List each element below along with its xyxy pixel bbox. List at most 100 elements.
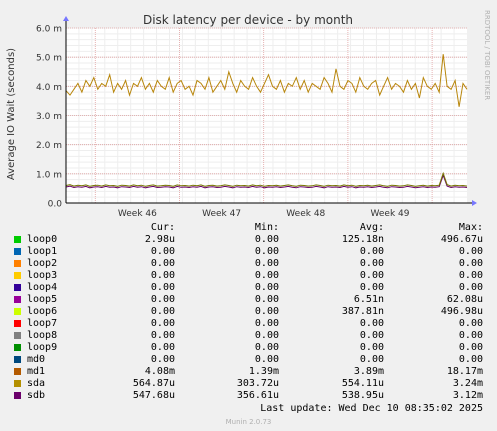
legend-name: md1 bbox=[27, 366, 46, 377]
legend-name: loop9 bbox=[27, 342, 58, 353]
legend-name: loop0 bbox=[27, 234, 58, 245]
legend-max: 496.98u bbox=[440, 306, 483, 317]
legend-row-loop0: loop0 2.98u 0.00 125.18n 496.67u bbox=[0, 234, 497, 246]
legend-min: 0.00 bbox=[254, 306, 279, 317]
legend-max: 0.00 bbox=[458, 282, 483, 293]
legend-row-loop1: loop1 0.00 0.00 0.00 0.00 bbox=[0, 246, 497, 258]
series-line-sda bbox=[65, 54, 468, 107]
legend-max: 0.00 bbox=[458, 270, 483, 281]
legend-swatch bbox=[14, 380, 21, 387]
legend-cur: 4.08m bbox=[144, 366, 175, 377]
legend-header: Cur: Min: Avg: Max: bbox=[0, 222, 497, 234]
legend-name: loop3 bbox=[27, 270, 58, 281]
legend-row-loop4: loop4 0.00 0.00 0.00 0.00 bbox=[0, 282, 497, 294]
legend-min: 0.00 bbox=[254, 294, 279, 305]
legend-cur: 0.00 bbox=[150, 306, 175, 317]
legend-row-loop6: loop6 0.00 0.00 387.81n 496.98u bbox=[0, 306, 497, 318]
header-min: Min: bbox=[254, 222, 279, 233]
legend-max: 0.00 bbox=[458, 330, 483, 341]
legend-swatch bbox=[14, 320, 21, 327]
legend-cur: 0.00 bbox=[150, 318, 175, 329]
latency-chart: Disk latency per device - by month Avera… bbox=[6, 10, 491, 219]
legend-cur: 0.00 bbox=[150, 270, 175, 281]
legend-row-loop2: loop2 0.00 0.00 0.00 0.00 bbox=[0, 258, 497, 270]
legend-max: 62.08u bbox=[446, 294, 483, 305]
legend-name: loop7 bbox=[27, 318, 58, 329]
legend-swatch bbox=[14, 248, 21, 255]
legend-min: 0.00 bbox=[254, 330, 279, 341]
legend-max: 0.00 bbox=[458, 258, 483, 269]
series-line-md1 bbox=[65, 171, 468, 187]
legend-min: 0.00 bbox=[254, 270, 279, 281]
legend-min: 303.72u bbox=[236, 378, 279, 389]
legend-name: sdb bbox=[27, 390, 46, 401]
legend-avg: 554.11u bbox=[341, 378, 384, 389]
legend-name: sda bbox=[27, 378, 46, 389]
legend-avg: 6.51n bbox=[353, 294, 384, 305]
legend-max: 0.00 bbox=[458, 354, 483, 365]
legend-cur: 0.00 bbox=[150, 294, 175, 305]
legend-cur: 0.00 bbox=[150, 330, 175, 341]
x-tick-label: Week 49 bbox=[371, 209, 410, 219]
legend-row-md0: md0 0.00 0.00 0.00 0.00 bbox=[0, 354, 497, 366]
legend-avg: 0.00 bbox=[359, 258, 384, 269]
legend-min: 356.61u bbox=[236, 390, 279, 401]
x-tick-label: Week 47 bbox=[202, 209, 241, 219]
legend-name: md0 bbox=[27, 354, 46, 365]
series-line-sdb bbox=[65, 173, 468, 189]
legend-name: loop1 bbox=[27, 246, 58, 257]
legend-swatch bbox=[14, 392, 21, 399]
legend-cur: 2.98u bbox=[144, 234, 175, 245]
munin-version: Munin 2.0.73 bbox=[225, 418, 272, 426]
y-tick-label: 3.0 m bbox=[36, 112, 62, 122]
legend-max: 0.00 bbox=[458, 342, 483, 353]
legend-row-loop5: loop5 0.00 0.00 6.51n 62.08u bbox=[0, 294, 497, 306]
legend-min: 0.00 bbox=[254, 234, 279, 245]
legend-row-loop7: loop7 0.00 0.00 0.00 0.00 bbox=[0, 318, 497, 330]
legend-avg: 0.00 bbox=[359, 342, 384, 353]
legend-cur: 0.00 bbox=[150, 342, 175, 353]
legend-avg: 0.00 bbox=[359, 318, 384, 329]
y-tick-label: 0.0 bbox=[48, 200, 63, 210]
legend-swatch bbox=[14, 332, 21, 339]
legend-avg: 0.00 bbox=[359, 330, 384, 341]
header-max: Max: bbox=[458, 222, 483, 233]
legend-min: 0.00 bbox=[254, 318, 279, 329]
legend-table: Cur: Min: Avg: Max: loop0 2.98u 0.00 125.18… bbox=[0, 222, 497, 402]
legend-avg: 0.00 bbox=[359, 270, 384, 281]
y-tick-label: 4.0 m bbox=[36, 83, 62, 93]
legend-row-loop9: loop9 0.00 0.00 0.00 0.00 bbox=[0, 342, 497, 354]
y-tick-label: 2.0 m bbox=[36, 141, 62, 151]
legend-avg: 538.95u bbox=[341, 390, 384, 401]
legend-min: 0.00 bbox=[254, 258, 279, 269]
legend-name: loop5 bbox=[27, 294, 58, 305]
legend-row-loop8: loop8 0.00 0.00 0.00 0.00 bbox=[0, 330, 497, 342]
legend-max: 18.17m bbox=[446, 366, 483, 377]
legend-cur: 0.00 bbox=[150, 246, 175, 257]
legend-name: loop2 bbox=[27, 258, 58, 269]
legend-cur: 0.00 bbox=[150, 354, 175, 365]
legend-swatch bbox=[14, 356, 21, 363]
legend-name: loop4 bbox=[27, 282, 58, 293]
legend-avg: 0.00 bbox=[359, 246, 384, 257]
header-avg: Avg: bbox=[359, 222, 384, 233]
legend-min: 0.00 bbox=[254, 282, 279, 293]
legend-swatch bbox=[14, 236, 21, 243]
x-tick-label: Week 46 bbox=[118, 209, 157, 219]
legend-avg: 0.00 bbox=[359, 354, 384, 365]
legend-min: 0.00 bbox=[254, 342, 279, 353]
legend-row-sdb: sdb 547.68u 356.61u 538.95u 3.12m bbox=[0, 390, 497, 402]
last-update: Last update: Wed Dec 10 08:35:02 2025 bbox=[260, 403, 483, 414]
legend-avg: 0.00 bbox=[359, 282, 384, 293]
legend-min: 1.39m bbox=[248, 366, 279, 377]
x-tick-label: Week 48 bbox=[286, 209, 325, 219]
rrdtool-credit: RRDTOOL / TOBI OETIKER bbox=[483, 10, 491, 100]
chart-title: Disk latency per device - by month bbox=[143, 13, 353, 27]
legend-name: loop8 bbox=[27, 330, 58, 341]
x-axis-arrow bbox=[472, 200, 477, 206]
legend-min: 0.00 bbox=[254, 246, 279, 257]
legend-min: 0.00 bbox=[254, 354, 279, 365]
legend-swatch bbox=[14, 368, 21, 375]
legend-row-md1: md1 4.08m 1.39m 3.89m 18.17m bbox=[0, 366, 497, 378]
legend-max: 0.00 bbox=[458, 318, 483, 329]
